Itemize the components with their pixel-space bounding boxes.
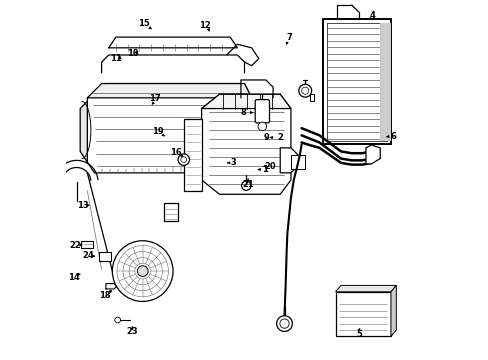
Polygon shape: [183, 119, 201, 191]
Text: 15: 15: [138, 19, 149, 28]
Circle shape: [112, 241, 173, 301]
Text: 22: 22: [69, 240, 81, 249]
Polygon shape: [280, 148, 298, 173]
Text: 2: 2: [277, 133, 283, 142]
Circle shape: [178, 154, 189, 165]
Text: 1: 1: [262, 165, 267, 174]
Text: 12: 12: [199, 21, 211, 30]
Text: 5: 5: [355, 330, 361, 339]
Text: 21: 21: [242, 180, 253, 189]
Text: 24: 24: [82, 251, 94, 260]
Polygon shape: [309, 94, 313, 102]
Polygon shape: [380, 23, 390, 141]
Polygon shape: [164, 203, 178, 221]
Polygon shape: [201, 94, 290, 194]
Bar: [323, 19, 390, 144]
Polygon shape: [390, 285, 395, 337]
Text: 13: 13: [77, 201, 89, 210]
Bar: [335, 292, 390, 337]
Text: 11: 11: [110, 54, 122, 63]
Bar: [326, 23, 386, 141]
Text: 17: 17: [148, 94, 160, 103]
Text: 3: 3: [230, 158, 236, 167]
Text: 8: 8: [241, 108, 246, 117]
Text: 19: 19: [152, 127, 163, 136]
Text: 14: 14: [68, 273, 80, 282]
Text: 4: 4: [369, 11, 375, 20]
Text: 10: 10: [127, 49, 139, 58]
Polygon shape: [201, 94, 290, 109]
Circle shape: [137, 266, 148, 276]
Text: 18: 18: [99, 291, 110, 300]
Polygon shape: [81, 242, 93, 248]
Text: 20: 20: [264, 162, 275, 171]
Polygon shape: [80, 102, 87, 162]
FancyBboxPatch shape: [99, 252, 110, 261]
Polygon shape: [335, 285, 395, 292]
Text: 16: 16: [170, 148, 182, 157]
Text: 7: 7: [285, 33, 291, 42]
Text: 23: 23: [126, 327, 138, 336]
Polygon shape: [87, 84, 251, 98]
Circle shape: [258, 122, 266, 131]
Text: 6: 6: [390, 132, 396, 141]
Polygon shape: [290, 155, 305, 169]
Polygon shape: [87, 84, 251, 173]
Polygon shape: [365, 145, 380, 164]
Text: 9: 9: [263, 133, 269, 142]
Circle shape: [298, 84, 311, 97]
Circle shape: [276, 316, 292, 332]
Circle shape: [115, 317, 121, 323]
FancyBboxPatch shape: [255, 100, 269, 123]
